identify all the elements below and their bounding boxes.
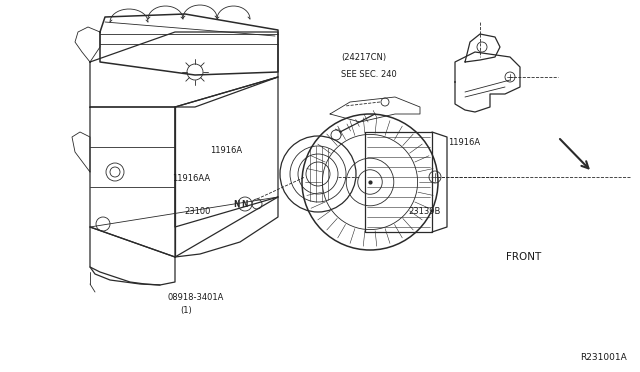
Text: 23139B: 23139B xyxy=(408,207,441,216)
Text: R231001A: R231001A xyxy=(580,353,627,362)
Text: FRONT: FRONT xyxy=(506,252,541,262)
Text: (24217CN): (24217CN) xyxy=(341,53,387,62)
Text: 08918-3401A: 08918-3401A xyxy=(168,293,224,302)
Text: (1): (1) xyxy=(180,306,192,315)
Text: 23100: 23100 xyxy=(185,207,211,216)
Text: 11916AA: 11916AA xyxy=(172,174,210,183)
Text: N: N xyxy=(234,199,240,208)
Text: SEE SEC. 240: SEE SEC. 240 xyxy=(341,70,397,79)
Text: 11916A: 11916A xyxy=(448,138,480,147)
Text: N: N xyxy=(242,199,248,208)
Text: 11916A: 11916A xyxy=(210,146,242,155)
